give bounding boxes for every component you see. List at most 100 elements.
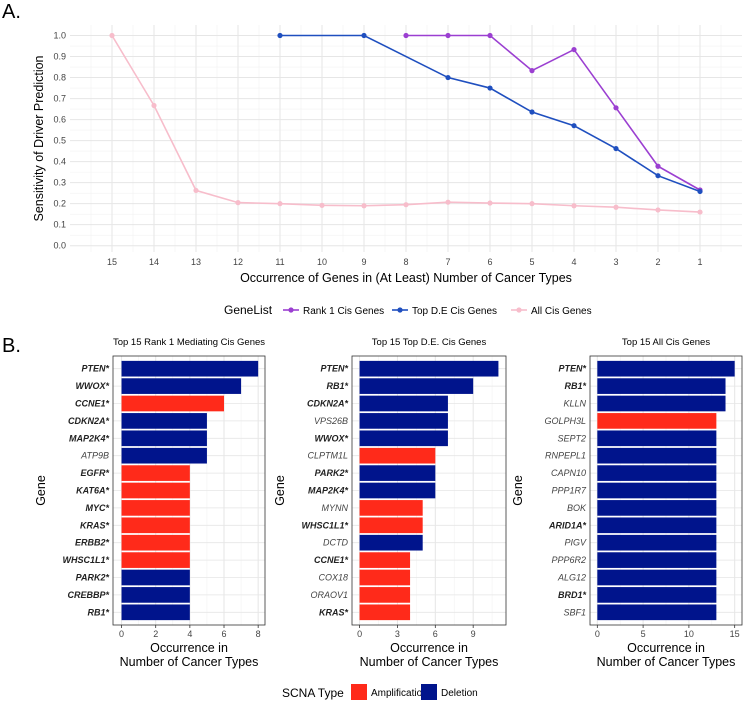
bar-x-label: Number of Cancer Types bbox=[120, 655, 259, 669]
y-tick-label: 0.5 bbox=[53, 136, 66, 146]
bar bbox=[121, 604, 190, 621]
legend-title-genelist: GeneList bbox=[224, 303, 273, 317]
x-tick-label: 10 bbox=[684, 629, 694, 639]
data-point bbox=[697, 209, 703, 215]
scna-legend-label: Amplification bbox=[371, 688, 428, 699]
gene-label: RB1* bbox=[564, 381, 586, 391]
bar-y-label: Gene bbox=[273, 475, 287, 506]
x-tick-label: 6 bbox=[487, 257, 492, 267]
y-tick-label: 0.4 bbox=[53, 157, 66, 167]
gene-label: WWOX* bbox=[315, 433, 349, 443]
scna-legend-swatch bbox=[421, 684, 437, 700]
y-tick-label: 0.8 bbox=[53, 73, 66, 83]
gene-label: PIGV bbox=[564, 538, 587, 548]
data-point bbox=[319, 202, 325, 208]
x-tick-label: 8 bbox=[256, 629, 261, 639]
data-point bbox=[613, 204, 619, 210]
x-tick-label: 12 bbox=[233, 257, 243, 267]
gene-label: CLPTM1L bbox=[307, 451, 348, 461]
data-point bbox=[613, 145, 619, 152]
bar bbox=[597, 465, 717, 481]
x-tick-label: 3 bbox=[395, 629, 400, 639]
bar bbox=[597, 500, 717, 516]
legend-label: Rank 1 Cis Genes bbox=[303, 306, 384, 317]
x-tick-label: 4 bbox=[187, 629, 192, 639]
y-tick-label: 0.9 bbox=[53, 52, 66, 62]
bar bbox=[597, 482, 717, 499]
bar bbox=[359, 413, 448, 429]
bar bbox=[597, 569, 717, 586]
data-point bbox=[571, 123, 577, 129]
bar-panel-border bbox=[589, 355, 743, 626]
bar bbox=[121, 413, 207, 429]
gene-label: DCTD bbox=[323, 538, 348, 548]
gene-label: WHSC1L1* bbox=[62, 555, 109, 565]
bar-chart-title: Top 15 All Cis Genes bbox=[622, 337, 710, 348]
data-point bbox=[697, 188, 703, 195]
data-point bbox=[529, 68, 535, 74]
gene-label: GOLPH3L bbox=[544, 416, 586, 426]
data-point bbox=[487, 32, 493, 39]
legend-title-scna: SCNA Type bbox=[282, 686, 344, 700]
bar bbox=[597, 360, 735, 377]
line-chart-x-label: Occurrence of Genes in (At Least) Number… bbox=[240, 271, 572, 285]
data-point bbox=[193, 187, 199, 194]
x-tick-label: 1 bbox=[697, 257, 702, 267]
x-tick-label: 5 bbox=[529, 257, 534, 267]
gene-label: RNPEPL1 bbox=[545, 451, 586, 461]
y-tick-label: 0.6 bbox=[53, 115, 66, 125]
x-tick-label: 10 bbox=[317, 257, 327, 267]
gene-label: SBF1 bbox=[563, 607, 586, 617]
series-line bbox=[406, 34, 701, 191]
x-tick-label: 15 bbox=[730, 629, 740, 639]
gene-label: PPP6R2 bbox=[551, 555, 586, 565]
gene-label: KRAS* bbox=[319, 607, 349, 617]
data-point bbox=[571, 203, 577, 209]
bar bbox=[597, 552, 717, 568]
panel-label-b: B. bbox=[2, 335, 21, 357]
bar bbox=[121, 378, 242, 394]
legend-marker bbox=[397, 307, 403, 313]
gene-label: ARID1A* bbox=[548, 520, 587, 530]
data-point bbox=[109, 32, 115, 39]
bar bbox=[597, 604, 717, 621]
gene-label: PARK2* bbox=[315, 468, 349, 478]
gene-label: KAT6A* bbox=[76, 486, 109, 496]
gene-label: MYNN bbox=[322, 503, 349, 513]
x-tick-label: 9 bbox=[471, 629, 476, 639]
data-point bbox=[361, 203, 367, 209]
data-point bbox=[445, 32, 451, 39]
gene-label: RB1* bbox=[87, 607, 109, 617]
line-chart-y-label: Sensitivity of Driver Prediction bbox=[32, 55, 46, 221]
gene-label: COX18 bbox=[318, 573, 348, 583]
legend-marker bbox=[288, 307, 294, 313]
data-point bbox=[571, 46, 577, 53]
data-point bbox=[361, 32, 367, 39]
data-point bbox=[655, 173, 661, 179]
y-tick-label: 0.2 bbox=[53, 199, 66, 209]
data-point bbox=[445, 74, 451, 81]
bar bbox=[121, 447, 207, 464]
x-tick-label: 14 bbox=[149, 257, 159, 267]
gene-label: ORAOV1 bbox=[310, 590, 348, 600]
data-point bbox=[613, 105, 619, 111]
x-tick-label: 15 bbox=[107, 257, 117, 267]
y-tick-label: 0.3 bbox=[53, 178, 66, 188]
bar bbox=[121, 430, 207, 447]
bar bbox=[121, 482, 190, 499]
x-tick-label: 11 bbox=[275, 257, 284, 267]
data-point bbox=[529, 201, 535, 207]
scna-legend-swatch bbox=[351, 684, 367, 700]
scna-legend-label: Deletion bbox=[441, 688, 478, 699]
data-point bbox=[277, 201, 283, 207]
x-tick-label: 0 bbox=[595, 629, 600, 639]
gene-label: CCNE1* bbox=[75, 399, 110, 409]
line-chart-axes: 0.00.10.20.30.40.50.60.70.80.91.015 14 13 1… bbox=[53, 31, 702, 267]
gene-label: PPP1R7 bbox=[551, 486, 587, 496]
bar bbox=[121, 517, 190, 534]
bar-chart-top-de: PTEN* RB1* CDKN2A* VPS26B WWOX* CLPTM1L PARK2*… bbox=[273, 337, 507, 669]
bar bbox=[121, 465, 190, 481]
x-tick-label: 6 bbox=[433, 629, 438, 639]
gene-label: MAP2K4* bbox=[69, 433, 110, 443]
